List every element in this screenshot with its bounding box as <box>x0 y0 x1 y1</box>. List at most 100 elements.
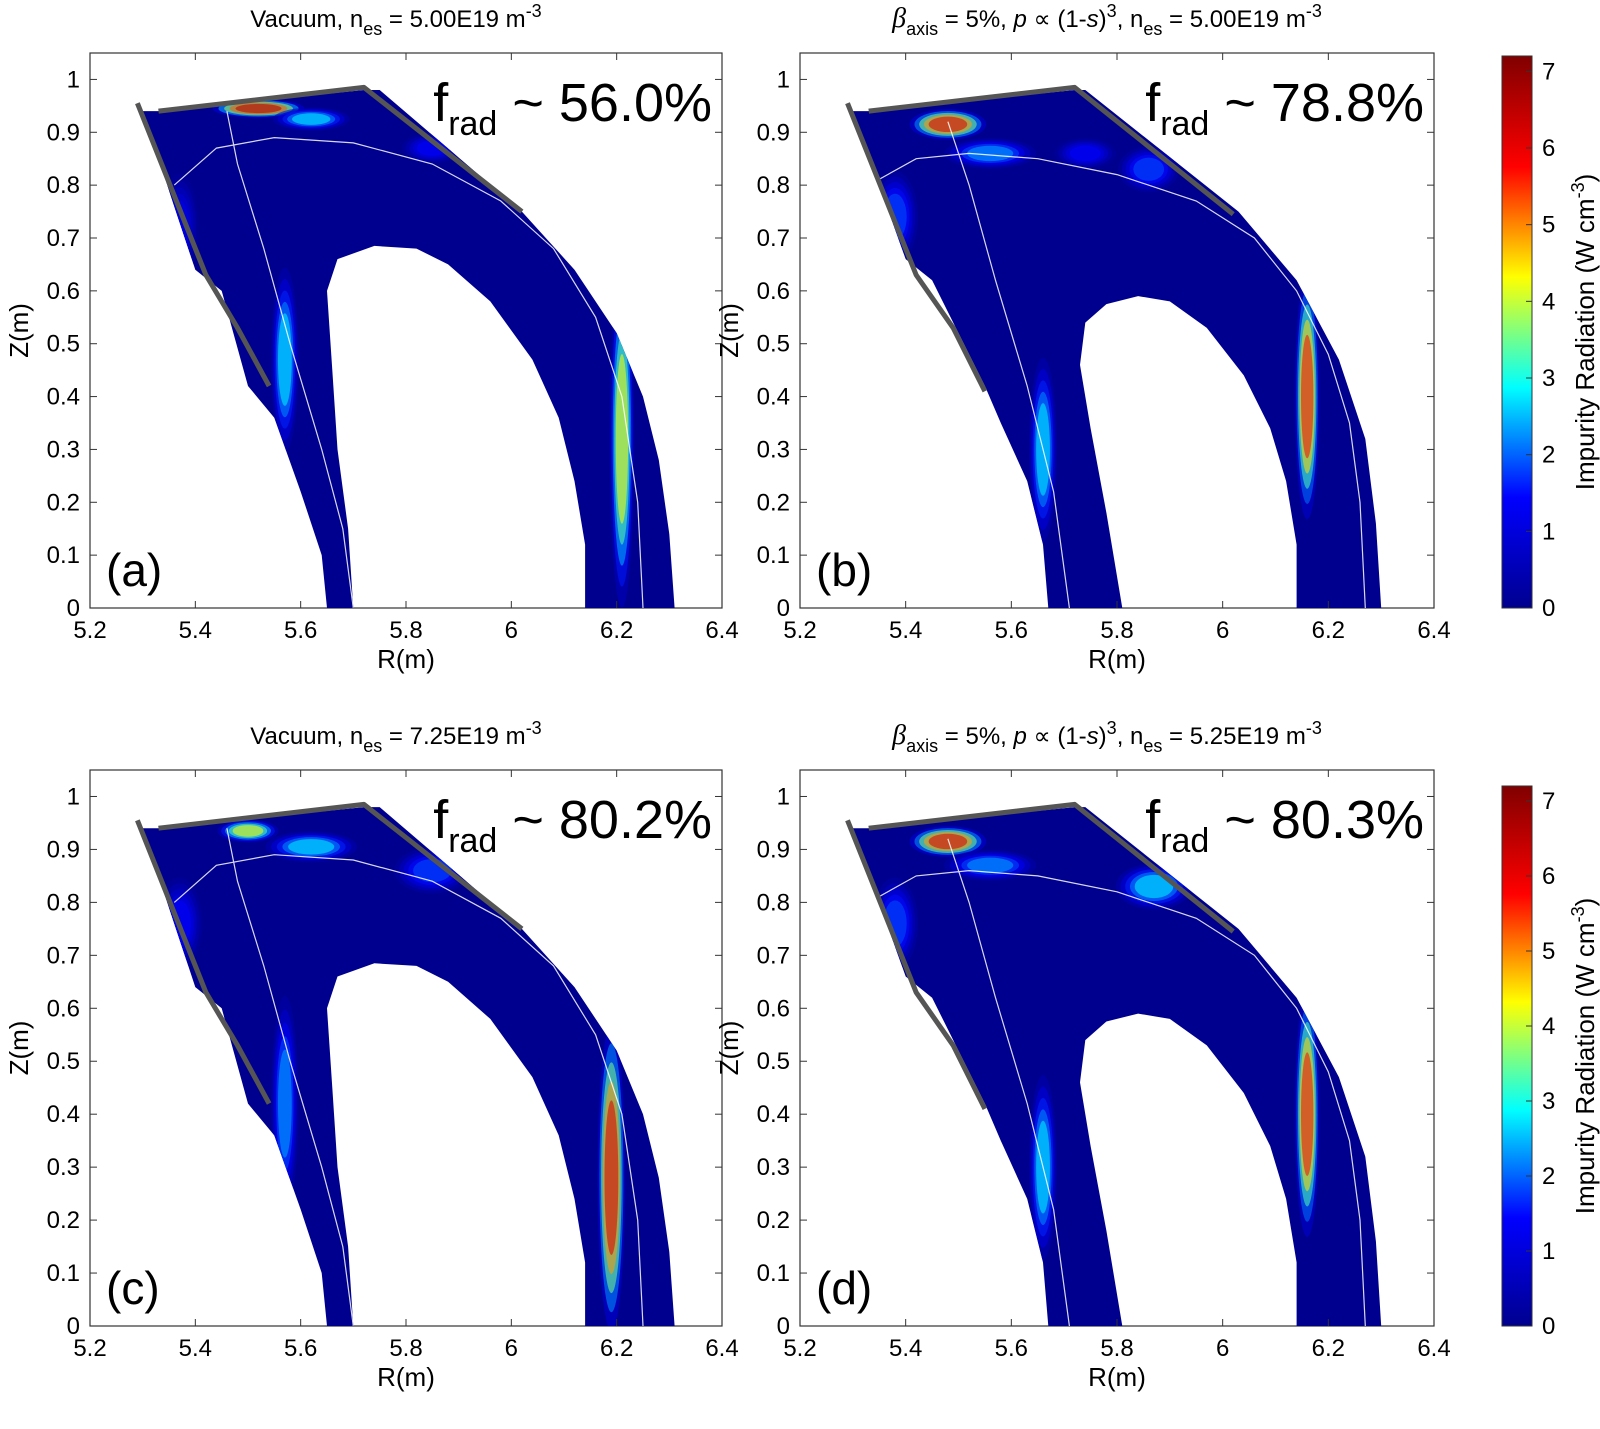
x-tick-label: 6.4 <box>1417 1335 1450 1362</box>
y-tick-label: 1 <box>777 783 790 810</box>
x-tick-label: 5.8 <box>1100 1335 1133 1362</box>
flux-lines <box>868 838 1366 1326</box>
x-tick-label: 5.8 <box>1100 617 1133 644</box>
radiation-hotspot <box>277 1049 292 1158</box>
colorbar-tick-label: 5 <box>1542 212 1555 239</box>
y-tick-label: 0.3 <box>757 436 790 463</box>
colorbar-tick-label: 7 <box>1542 58 1555 85</box>
y-tick-label: 0.8 <box>757 172 790 199</box>
panel-title: βaxis = 5%, p ∝ (1-s)3, nes = 5.25E19 m-… <box>891 718 1322 756</box>
y-tick-label: 0.7 <box>47 225 80 252</box>
colorbar-tick-label: 3 <box>1542 365 1555 392</box>
wall-top <box>158 801 524 931</box>
wall-top <box>158 84 524 214</box>
x-tick-label: 5.6 <box>284 1335 317 1362</box>
x-axis-label: R(m) <box>1088 1362 1146 1392</box>
flux-line <box>947 838 1070 1326</box>
x-tick-label: 6 <box>505 1335 518 1362</box>
plasma-region <box>852 90 1382 608</box>
panel-label: (d) <box>816 1262 872 1314</box>
y-tick-label: 0.9 <box>47 119 80 146</box>
flux-lines <box>173 828 644 1326</box>
y-tick-label: 0.1 <box>757 1260 790 1287</box>
x-tick-label: 5.4 <box>179 1335 212 1362</box>
radiation-hotspot <box>288 839 335 855</box>
radiation-hotspot <box>235 103 282 114</box>
colorbar-gradient <box>1501 55 1533 609</box>
y-tick-label: 0.8 <box>757 889 790 916</box>
colorbar-label: Impurity Radiation (W cm-3) <box>1568 898 1600 1215</box>
colorbar-tick-label: 6 <box>1542 863 1555 890</box>
colorbar: 0 1 2 3 4 5 6 7 Impurity Radiation (W cm-3) <box>1501 785 1600 1340</box>
x-tick-label: 5.6 <box>995 617 1028 644</box>
axes-ticks: 5.2 5.4 5.6 5.8 6 6.2 6.4 0 0.1 0.2 0.3 0.4 0.5 0.6 0.… <box>757 53 1451 644</box>
frad-annotation: frad ~ 80.2% <box>433 790 712 860</box>
wall <box>135 801 524 1105</box>
y-tick-label: 0.2 <box>757 1207 790 1234</box>
x-tick-label: 6.2 <box>600 1335 633 1362</box>
colorbar-tick-label: 2 <box>1542 442 1555 469</box>
panel-title: Vacuum, nes = 5.00E19 m-3 <box>250 1 541 39</box>
radiation-hotspot <box>1133 157 1165 181</box>
frad-annotation: frad ~ 80.3% <box>1145 790 1424 860</box>
radiation-hotspot <box>292 113 331 125</box>
y-tick-label: 0.9 <box>47 836 80 863</box>
axes-ticks: 5.2 5.4 5.6 5.8 6 6.2 6.4 0 0.1 0.2 0.3 0.4 0.5 0.6 0.… <box>47 770 739 1362</box>
y-tick-label: 0.6 <box>47 995 80 1022</box>
wall-side <box>845 819 988 1111</box>
flux-lines <box>173 110 644 608</box>
y-axis-label: Z(m) <box>714 303 744 358</box>
y-tick-label: 0.4 <box>47 384 80 411</box>
x-tick-label: 6.4 <box>705 617 738 644</box>
y-tick-label: 1 <box>67 66 80 93</box>
y-axis-label: Z(m) <box>4 303 34 358</box>
wall <box>845 84 1235 393</box>
radiation-hotspot <box>1069 145 1101 162</box>
wall <box>845 801 1235 1111</box>
y-tick-label: 0.2 <box>757 489 790 516</box>
flux-line <box>173 854 644 1326</box>
panel-label: (b) <box>816 544 872 596</box>
x-tick-label: 5.2 <box>783 1335 816 1362</box>
plasma-region <box>142 807 675 1326</box>
colorbar-tick-label: 0 <box>1542 1313 1555 1340</box>
panel-d: 5.2 5.4 5.6 5.8 6 6.2 6.4 0 0.1 0.2 0.3 0.4 0.5 0.6 0.… <box>714 718 1451 1392</box>
x-tick-label: 5.8 <box>389 617 422 644</box>
x-tick-label: 5.4 <box>889 617 922 644</box>
flux-line <box>226 110 354 608</box>
y-tick-label: 0.6 <box>757 995 790 1022</box>
x-tick-label: 5.8 <box>389 1335 422 1362</box>
radiation-hotspot <box>615 353 629 524</box>
wall-side <box>845 102 988 393</box>
panel-b: 5.2 5.4 5.6 5.8 6 6.2 6.4 0 0.1 0.2 0.3 0.4 0.5 0.6 0.… <box>714 1 1451 674</box>
plasma-region <box>142 90 675 608</box>
panel-title: Vacuum, nes = 7.25E19 m-3 <box>250 718 541 756</box>
radiation-hotspot <box>604 1100 619 1256</box>
radiation-hotspot <box>1301 1052 1314 1176</box>
flux-line <box>173 136 644 608</box>
panel-label: (c) <box>106 1262 160 1314</box>
x-tick-label: 6 <box>505 617 518 644</box>
plasma-region <box>852 807 1382 1326</box>
x-tick-label: 6.2 <box>1312 1335 1345 1362</box>
x-tick-label: 5.2 <box>73 1335 106 1362</box>
x-tick-label: 5.2 <box>783 617 816 644</box>
radiation-hotspot <box>232 825 264 837</box>
colorbar-tick-label: 1 <box>1542 1238 1555 1265</box>
y-tick-label: 0 <box>67 595 80 622</box>
y-tick-label: 0.4 <box>757 384 790 411</box>
y-tick-label: 1 <box>67 783 80 810</box>
x-tick-label: 6 <box>1216 1335 1229 1362</box>
x-tick-label: 5.4 <box>179 617 212 644</box>
x-tick-label: 5.2 <box>73 617 106 644</box>
axes-ticks: 5.2 5.4 5.6 5.8 6 6.2 6.4 0 0.1 0.2 0.3 0.4 0.5 0.6 0.… <box>757 770 1451 1362</box>
y-tick-label: 0.4 <box>757 1101 790 1128</box>
colorbar-tick-label: 1 <box>1542 518 1555 545</box>
colorbar: 0 1 2 3 4 5 6 7 Impurity Radiation (W cm-3) <box>1501 55 1600 622</box>
colorbar-tick-label: 6 <box>1542 135 1555 162</box>
radiation-hotspot <box>967 857 1014 874</box>
y-tick-label: 0.7 <box>757 225 790 252</box>
y-tick-label: 0.3 <box>757 1154 790 1181</box>
y-tick-label: 0.7 <box>47 942 80 969</box>
